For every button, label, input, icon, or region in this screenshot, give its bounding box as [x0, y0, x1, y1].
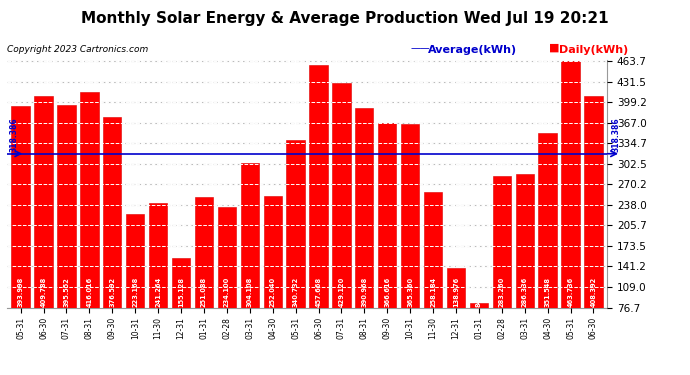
Bar	[286, 140, 305, 308]
Text: 223.168: 223.168	[132, 277, 138, 307]
Text: 234.100: 234.100	[224, 277, 230, 307]
Bar	[515, 174, 534, 308]
Bar	[378, 123, 397, 308]
Bar	[149, 203, 167, 308]
Text: 286.336: 286.336	[522, 277, 528, 307]
Text: Monthly Solar Energy & Average Production Wed Jul 19 20:21: Monthly Solar Energy & Average Productio…	[81, 11, 609, 26]
Text: 251.088: 251.088	[201, 277, 207, 307]
Text: 340.732: 340.732	[293, 277, 299, 307]
Text: 409.788: 409.788	[41, 277, 46, 307]
Text: ——: ——	[411, 43, 430, 53]
Bar	[333, 83, 351, 308]
Bar	[309, 65, 328, 308]
Bar	[470, 303, 488, 307]
Bar	[424, 192, 442, 308]
Text: 138.976: 138.976	[453, 277, 459, 307]
Text: 408.392: 408.392	[591, 277, 596, 307]
Text: 393.998: 393.998	[18, 277, 23, 307]
Text: 429.120: 429.120	[338, 277, 344, 307]
Text: 318.386: 318.386	[612, 117, 621, 152]
Bar	[217, 207, 236, 308]
Bar	[562, 61, 580, 308]
Text: Average(kWh): Average(kWh)	[428, 45, 517, 55]
Text: 463.736: 463.736	[568, 277, 573, 307]
Text: 395.552: 395.552	[63, 277, 70, 307]
Text: Daily(kWh): Daily(kWh)	[559, 45, 628, 55]
Text: 318.386: 318.386	[9, 117, 18, 152]
Text: Copyright 2023 Cartronics.com: Copyright 2023 Cartronics.com	[7, 45, 148, 54]
Text: 376.592: 376.592	[109, 277, 115, 307]
Text: 252.040: 252.040	[270, 277, 276, 307]
Bar	[447, 268, 465, 308]
Bar	[493, 176, 511, 308]
Bar	[80, 92, 99, 308]
Bar	[538, 133, 557, 308]
Text: 155.128: 155.128	[178, 277, 184, 307]
Text: 283.260: 283.260	[499, 277, 505, 307]
Bar	[126, 214, 144, 308]
Bar	[57, 105, 76, 308]
Bar	[264, 196, 282, 308]
Bar	[584, 96, 602, 308]
Text: 365.360: 365.360	[407, 277, 413, 307]
Bar	[241, 163, 259, 308]
Bar	[401, 124, 420, 308]
Text: ■: ■	[549, 43, 559, 53]
Text: 241.264: 241.264	[155, 277, 161, 307]
Bar	[103, 117, 121, 308]
Text: 84.296: 84.296	[476, 281, 482, 307]
Bar	[34, 96, 52, 308]
Text: 304.108: 304.108	[247, 277, 253, 307]
Text: 351.548: 351.548	[544, 277, 551, 307]
Text: 366.616: 366.616	[384, 277, 391, 307]
Bar	[355, 108, 373, 307]
Bar	[195, 196, 213, 308]
Text: 457.668: 457.668	[315, 277, 322, 307]
Text: 416.016: 416.016	[86, 277, 92, 307]
Text: 258.184: 258.184	[430, 277, 436, 307]
Text: 390.968: 390.968	[362, 277, 367, 307]
Bar	[12, 106, 30, 308]
Bar	[172, 258, 190, 307]
